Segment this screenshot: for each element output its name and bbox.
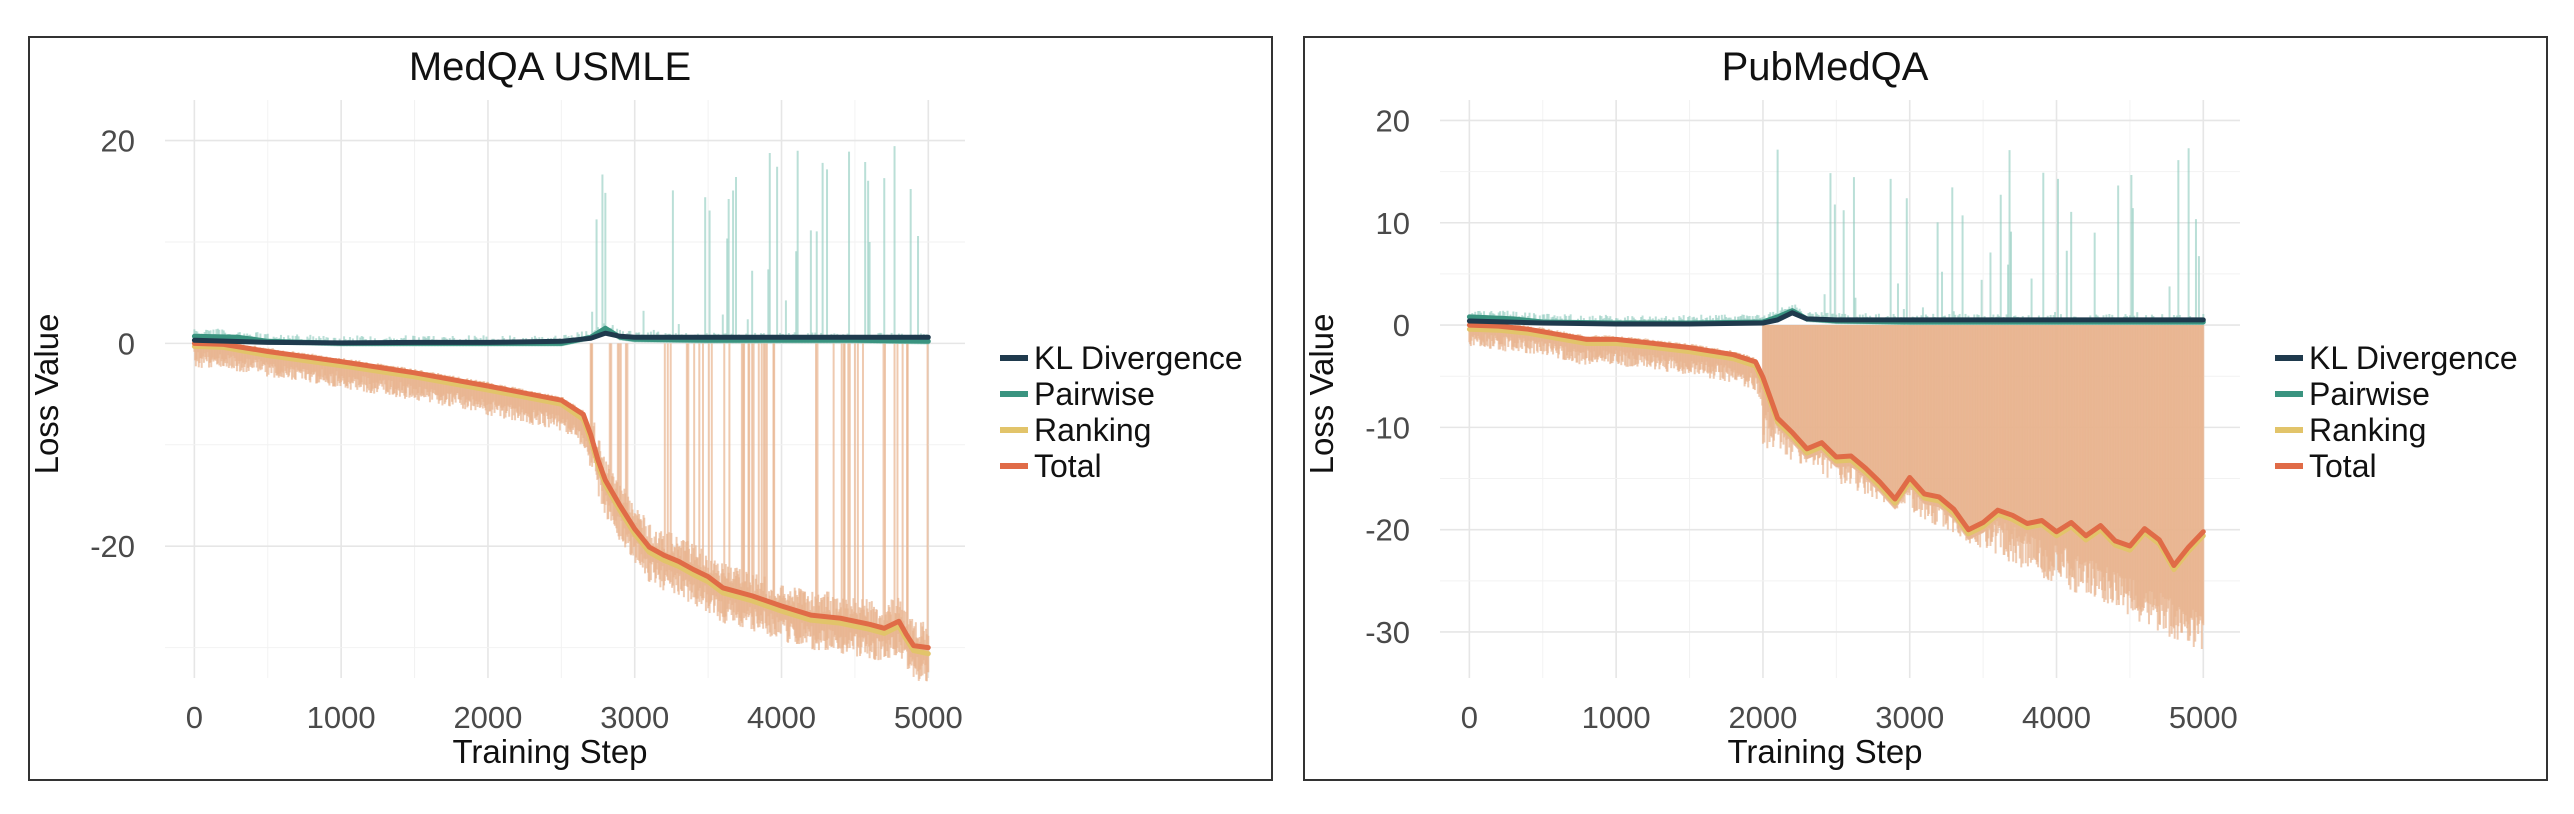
y-tick-label: -30 xyxy=(1365,615,1410,650)
series-line-ranking xyxy=(191,343,931,657)
x-tick-label: 5000 xyxy=(2169,700,2238,735)
chart-title: PubMedQA xyxy=(1722,45,1929,89)
series-line-total xyxy=(1466,322,2206,568)
x-tick-label: 3000 xyxy=(1875,700,1944,735)
x-tick-label: 3000 xyxy=(600,700,669,735)
series-line-total xyxy=(191,340,931,651)
y-axis-label: Loss Value xyxy=(1305,314,1340,475)
axis-ticks: 0 1000 2000 3000 4000 5000 -20 0 20 xyxy=(90,124,963,735)
x-axis-label: Training Step xyxy=(1727,733,1922,770)
y-tick-label: 20 xyxy=(101,124,135,159)
chart-pubmedqa-svg: 0 1000 2000 3000 4000 5000 -30 -20 -10 0 10 20 PubM… xyxy=(1305,45,2518,770)
x-tick-label: 1000 xyxy=(1582,700,1651,735)
x-tick-label: 1000 xyxy=(307,700,376,735)
legend-label-total: Total xyxy=(1034,448,1102,484)
x-axis-label: Training Step xyxy=(452,733,647,770)
x-tick-label: 4000 xyxy=(747,700,816,735)
chart-panel-pubmedqa: 0 1000 2000 3000 4000 5000 -30 -20 -10 0 10 20 PubM… xyxy=(1303,36,2548,781)
legend-label-ranking: Ranking xyxy=(2309,412,2426,448)
legend-label-pairwise: Pairwise xyxy=(1034,376,1155,412)
y-tick-label: 10 xyxy=(1376,206,1410,241)
x-tick-label: 2000 xyxy=(453,700,522,735)
y-tick-label: -20 xyxy=(90,529,135,564)
legend-label-total: Total xyxy=(2309,448,2377,484)
x-tick-label: 2000 xyxy=(1728,700,1797,735)
series-lines xyxy=(1466,308,2206,573)
x-tick-label: 4000 xyxy=(2022,700,2091,735)
legend-label-pairwise: Pairwise xyxy=(2309,376,2430,412)
x-tick-label: 5000 xyxy=(894,700,963,735)
legend-label-kl-divergence: KL Divergence xyxy=(2309,340,2518,376)
chart-panel-medqa: 0 1000 2000 3000 4000 5000 -20 0 20 MedQA USMLE … xyxy=(28,36,1273,781)
x-tick-label: 0 xyxy=(186,700,203,735)
y-axis-label: Loss Value xyxy=(30,314,65,475)
chart-title: MedQA USMLE xyxy=(409,45,691,89)
y-tick-label: -20 xyxy=(1365,513,1410,548)
legend-label-kl-divergence: KL Divergence xyxy=(1034,340,1243,376)
y-tick-label: 0 xyxy=(1393,308,1410,343)
x-tick-label: 0 xyxy=(1461,700,1478,735)
y-tick-label: 0 xyxy=(118,326,135,361)
y-tick-label: -10 xyxy=(1365,410,1410,445)
axis-ticks: 0 1000 2000 3000 4000 5000 -30 -20 -10 0 10 20 xyxy=(1365,103,2238,735)
series-line-kl-divergence xyxy=(1466,310,2206,327)
legend-label-ranking: Ranking xyxy=(1034,412,1151,448)
series-lines xyxy=(191,325,931,657)
y-tick-label: 20 xyxy=(1376,103,1410,138)
series-line-kl-divergence xyxy=(191,330,931,346)
